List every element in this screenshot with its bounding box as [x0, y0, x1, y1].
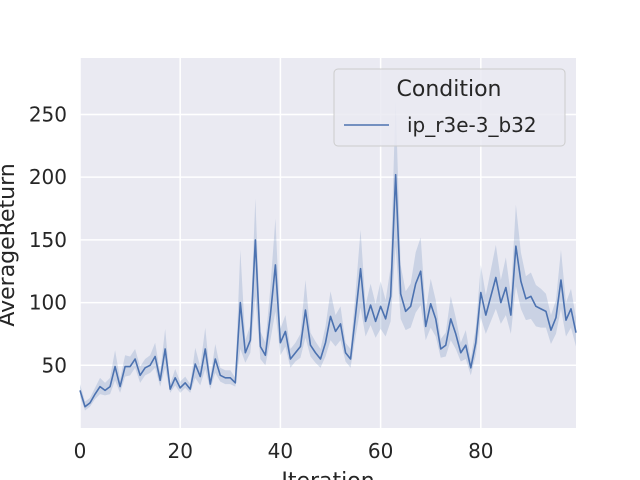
x-tick-label: 0	[74, 439, 87, 463]
y-tick-label: 200	[29, 165, 67, 189]
y-tick-label: 150	[29, 228, 67, 252]
legend-box	[333, 68, 566, 147]
y-axis-label: AverageReturn	[0, 163, 20, 326]
x-tick-label: 80	[468, 439, 493, 463]
y-tick-label: 50	[42, 353, 67, 377]
y-tick-label: 100	[29, 291, 67, 315]
series-line	[79, 173, 577, 408]
y-tick-label: 250	[29, 102, 67, 126]
legend-entry-label: ip_r3e-3_b32	[407, 113, 537, 137]
legend-title: Condition	[397, 77, 502, 102]
x-tick-labels: 0 20 40 60 80	[74, 439, 494, 463]
x-tick-label: 20	[167, 439, 192, 463]
x-tick-label: 60	[368, 439, 393, 463]
x-tick-label: 40	[268, 439, 293, 463]
confidence-band	[80, 99, 576, 411]
x-axis-label: Iteration	[281, 469, 374, 480]
y-tick-labels: 50 100 150 200 250	[29, 102, 67, 377]
legend: Condition ip_r3e-3_b32	[333, 68, 566, 147]
